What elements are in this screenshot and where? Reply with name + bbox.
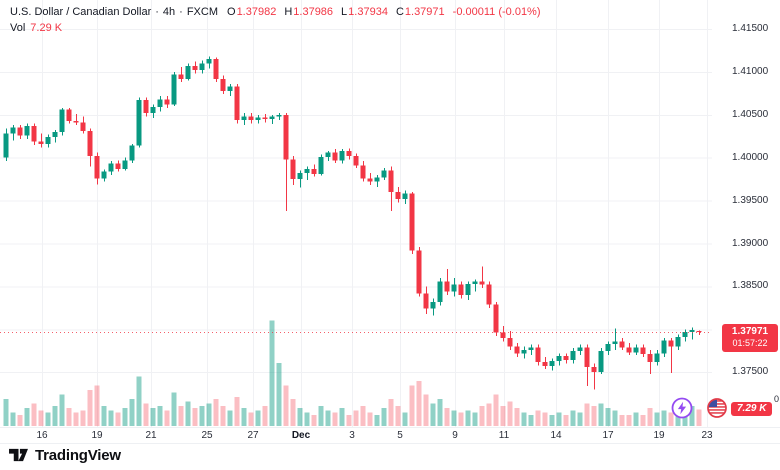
price-axis-label: 1.41000 (732, 65, 769, 77)
boost-icon[interactable] (671, 397, 693, 419)
price-change: -0.00011 (-0.01%) (452, 6, 541, 18)
last-price-value: 1.37971 (731, 325, 769, 337)
widget-bottom-border (0, 443, 780, 444)
bar-countdown: 01:57:22 (732, 337, 768, 348)
time-axis-label: 3 (349, 430, 355, 441)
exchange-label: FXCM (186, 6, 218, 18)
ohlc-close: C1.37971 (395, 6, 445, 18)
ohlc-open: O1.37982 (227, 6, 277, 18)
price-axis-label: 1.40000 (732, 151, 769, 163)
interval-label[interactable]: 4h (162, 6, 176, 18)
tradingview-glyph (9, 448, 28, 462)
price-axis-label: 1.38500 (732, 280, 769, 292)
pane-divider (0, 427, 780, 428)
time-axis-label: 9 (452, 430, 458, 441)
time-axis-label: 19 (91, 430, 103, 441)
volume-row: Vol 7.29 K (10, 20, 541, 36)
us-flag-icon[interactable] (706, 397, 728, 419)
price-axis-label: 1.37500 (732, 366, 769, 378)
time-axis-label: 16 (36, 430, 48, 441)
price-axis-label: 1.40500 (732, 108, 769, 120)
time-axis-label: 19 (653, 430, 665, 441)
time-axis-label: 5 (397, 430, 403, 441)
tradingview-logo[interactable]: TradingView (8, 446, 121, 464)
symbol-title[interactable]: U.S. Dollar / Canadian Dollar (10, 6, 152, 18)
chart-header: U.S. Dollar / Canadian Dollar · 4h · FXC… (10, 4, 541, 36)
time-axis-label: 25 (201, 430, 213, 441)
volume-badge: 7.29 K (731, 402, 773, 416)
time-axis-label: Dec (291, 430, 311, 441)
price-axis-label: 1.39000 (732, 237, 769, 249)
time-axis-label: 11 (498, 430, 510, 441)
tradingview-logo-text: TradingView (35, 446, 121, 464)
volume-zero-label: 0 (774, 394, 780, 404)
time-axis-label: 21 (145, 430, 157, 441)
time-axis-label: 14 (550, 430, 562, 441)
ohlc-low: L1.37934 (341, 6, 388, 18)
time-axis[interactable]: 16 19 21 25 27 Dec 3 5 9 11 14 17 19 23 (0, 430, 780, 444)
last-price-badge: 1.37971 01:57:22 (722, 323, 778, 352)
symbol-info-row: U.S. Dollar / Canadian Dollar · 4h · FXC… (10, 4, 541, 20)
time-axis-label: 27 (247, 430, 259, 441)
time-axis-label: 23 (701, 430, 713, 441)
ohlc-high: H1.37986 (284, 6, 334, 18)
separator-dot: · (155, 6, 159, 18)
price-axis-label: 1.39500 (732, 194, 769, 206)
time-axis-label: 17 (602, 430, 614, 441)
price-axis-label: 1.41500 (732, 23, 769, 34)
separator-dot: · (179, 6, 183, 18)
volume-indicator[interactable]: Vol 7.29 K (10, 22, 63, 34)
